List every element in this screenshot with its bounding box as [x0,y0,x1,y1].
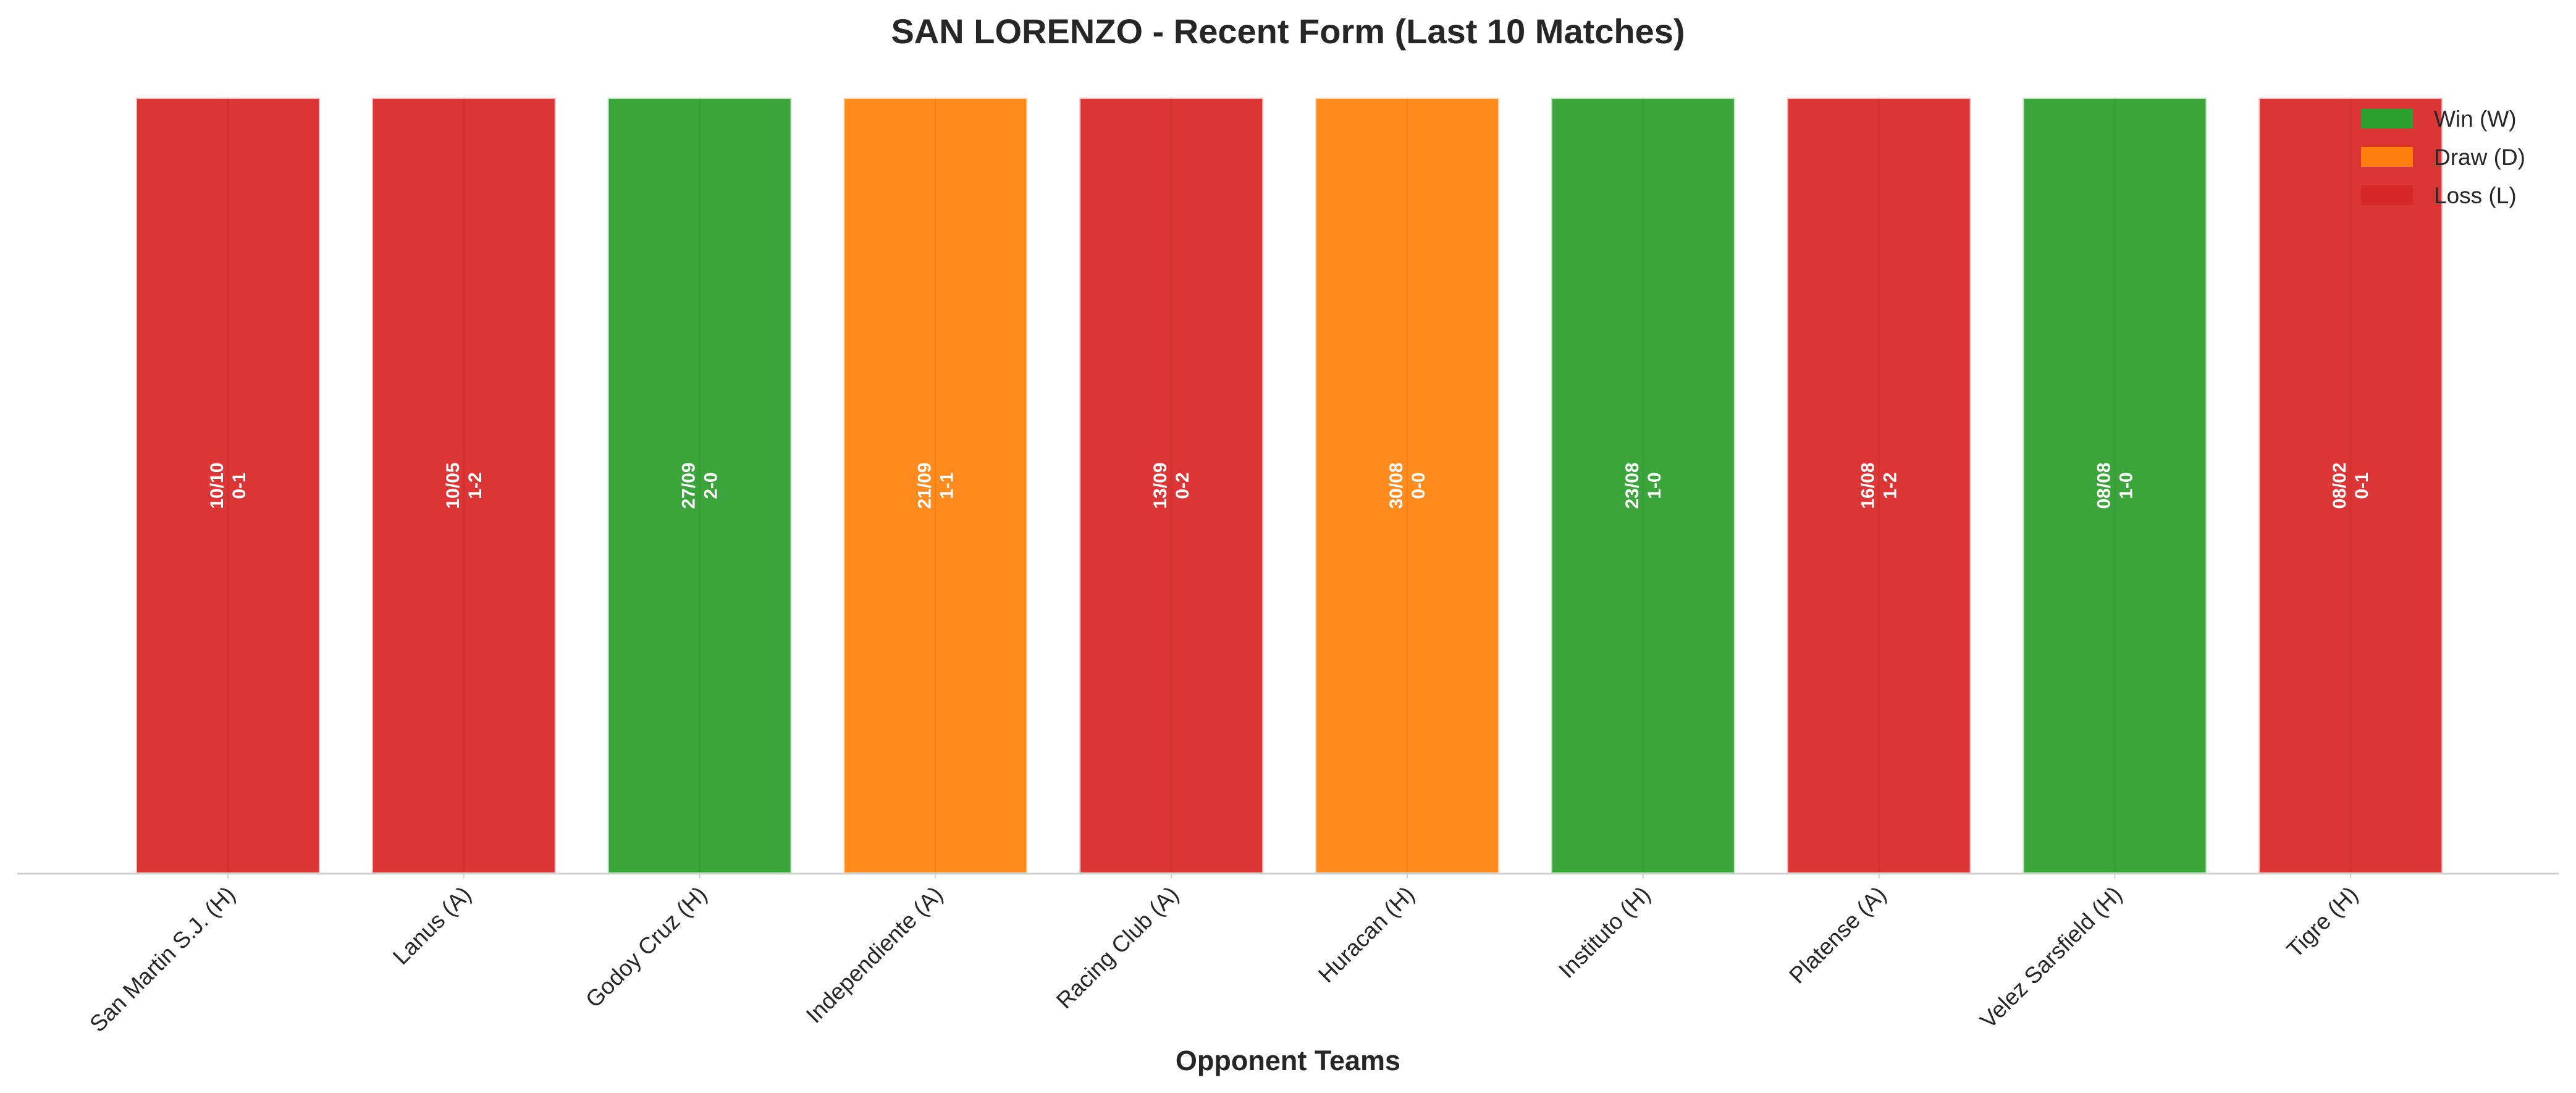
bar-tigre-h [2257,96,2444,875]
bar-label-date: 21/09 [914,462,935,509]
bar-label-lanus-a: 10/05 1-2 [443,462,486,509]
bar-label-score: 0-2 [1172,472,1193,499]
legend-swatch-d [2361,147,2413,167]
bar-label-date: 08/08 [2094,462,2114,509]
bar-label-tigre-h: 08/02 0-1 [2330,462,2372,509]
bar-label-velez-sarsfield-h: 08/08 1-0 [2094,462,2136,509]
bar-huracan-h [1314,96,1501,875]
bar-lanus-a [370,96,557,875]
bar-label-score: 1-2 [465,472,486,499]
legend-label-d: Draw (D) [2434,145,2525,170]
bar-label-score: 1-1 [937,472,957,499]
bar-platense-a [1785,96,1972,875]
x-tick-label-tigre-h: Tigre (H) [2282,882,2363,963]
bar-label-score: 0-1 [2352,472,2372,499]
bar-label-san-martin-s-j-h: 10/10 0-1 [207,462,250,509]
x-tick-label-racing-club-a: Racing Club (A) [1051,882,1184,1014]
bar-label-score: 0-0 [1408,472,1429,499]
bar-label-score: 1-0 [2116,472,2136,499]
bar-label-date: 10/10 [207,462,227,509]
bar-godoy-cruz-h [606,96,793,875]
bar-label-date: 27/09 [679,462,699,509]
bar-label-date: 16/08 [1858,462,1879,509]
legend-label-l: Loss (L) [2434,183,2517,208]
bar-label-score: 1-2 [1880,472,1901,499]
bar-independiente-a [842,96,1029,875]
x-tick-label-lanus-a: Lanus (A) [388,882,476,969]
legend-swatch-w [2361,109,2413,129]
bar-label-score: 1-0 [1644,472,1665,499]
x-tick-label-godoy-cruz-h: Godoy Cruz (H) [581,882,712,1013]
bar-labels-layer: 10/10 0-1 10/05 1-2 27/09 2-0 21/09 1-1 13/09 0-2… [207,462,2372,509]
chart-title: SAN LORENZO - Recent Form (Last 10 Match… [891,12,1685,51]
x-tick-label-velez-sarsfield-h: Velez Sarsfield (H) [1975,882,2127,1034]
x-axis-label: Opponent Teams [1176,1045,1400,1076]
bar-racing-club-a [1078,96,1265,875]
bar-label-huracan-h: 30/08 0-0 [1386,462,1429,509]
bar-label-platense-a: 16/08 1-2 [1858,462,1901,509]
bar-label-date: 08/02 [2330,462,2350,509]
bar-label-date: 13/09 [1150,462,1171,509]
bar-label-instituto-h: 23/08 1-0 [1622,462,1665,509]
x-tick-label-independiente-a: Independiente (A) [801,882,948,1028]
x-tick-label-san-martin-s-j-h: San Martin S.J. (H) [85,882,240,1037]
bar-instituto-h [1549,96,1736,875]
legend: Win (W) Draw (D) Loss (L) [2361,106,2525,208]
legend-label-w: Win (W) [2434,106,2517,132]
bar-label-date: 23/08 [1622,462,1643,509]
bar-san-martin-s-j-h [135,96,321,875]
bar-label-date: 30/08 [1386,462,1407,509]
bar-label-date: 10/05 [443,462,463,509]
x-tick-labels: San Martin S.J. (H) Lanus (A) Godoy Cruz (… [85,874,2363,1037]
bar-label-godoy-cruz-h: 27/09 2-0 [679,462,722,509]
bar-label-racing-club-a: 13/09 0-2 [1150,462,1193,509]
x-tick-label-instituto-h: Instituto (H) [1554,882,1655,983]
x-tick-label-huracan-h: Huracan (H) [1313,882,1419,987]
x-tick-label-platense-a: Platense (A) [1784,882,1891,989]
bars-layer [135,96,2444,875]
bar-label-independiente-a: 21/09 1-1 [914,462,957,509]
bar-label-score: 2-0 [701,472,722,499]
bar-label-score: 0-1 [229,472,250,499]
legend-swatch-l [2361,185,2413,205]
